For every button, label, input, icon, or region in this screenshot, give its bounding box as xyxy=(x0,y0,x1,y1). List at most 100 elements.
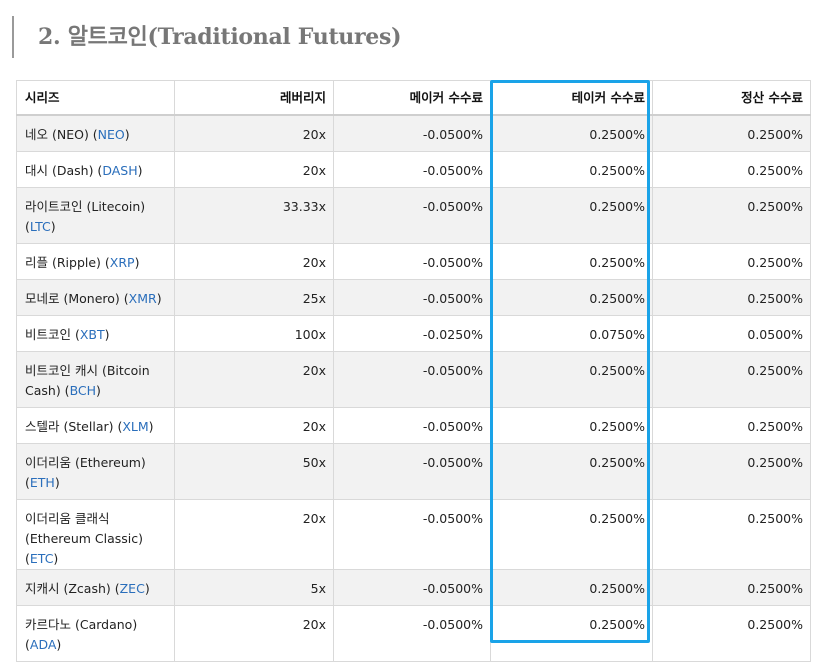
maker-fee-cell: -0.0500% xyxy=(333,150,491,188)
series-close-paren: ) xyxy=(137,162,143,178)
table-row: 비트코인 (XBT) 100x -0.0250% 0.0750% 0.0500% xyxy=(16,314,811,352)
series-code-link[interactable]: XBT xyxy=(79,326,105,342)
series-close-paren: ) xyxy=(96,382,101,398)
heading-container: 2. 알트코인(Traditional Futures) xyxy=(12,16,401,58)
series-code-link[interactable]: ZEC xyxy=(119,580,145,596)
maker-fee-cell: -0.0500% xyxy=(333,568,491,606)
series-name: 스텔라 (Stellar) ( xyxy=(25,418,123,434)
settlement-fee-cell: 0.2500% xyxy=(652,568,811,606)
series-code-link[interactable]: XLM xyxy=(122,418,149,434)
series-cell: 이더리움 클래식 (Ethereum Classic) (ETC) xyxy=(16,498,175,570)
series-close-paren: ) xyxy=(50,218,56,234)
table-header-row: 시리즈 레버리지 메이커 수수료 테이커 수수료 정산 수수료 xyxy=(16,80,811,116)
series-code-link[interactable]: XRP xyxy=(109,254,135,270)
settlement-fee-cell: 0.0500% xyxy=(652,314,811,352)
series-close-paren: ) xyxy=(156,290,162,306)
series-code-link[interactable]: DASH xyxy=(102,162,138,178)
leverage-cell: 20x xyxy=(174,150,334,188)
taker-fee-cell: 0.2500% xyxy=(490,278,653,316)
settlement-fee-cell: 0.2500% xyxy=(652,242,811,280)
maker-fee-cell: -0.0500% xyxy=(333,406,491,444)
leverage-cell: 100x xyxy=(174,314,334,352)
series-code-link[interactable]: ADA xyxy=(29,636,57,652)
leverage-cell: 20x xyxy=(174,350,334,408)
leverage-cell: 20x xyxy=(174,242,334,280)
table-row: 이더리움 (Ethereum) (ETH) 50x -0.0500% 0.2500% 0… xyxy=(16,442,811,500)
maker-fee-cell: -0.0500% xyxy=(333,186,491,244)
series-code-link[interactable]: NEO xyxy=(97,127,125,142)
leverage-cell: 20x xyxy=(174,114,334,152)
maker-fee-cell: -0.0500% xyxy=(333,604,491,662)
series-close-paren: ) xyxy=(54,474,60,490)
maker-fee-cell: -0.0500% xyxy=(333,114,491,152)
settlement-fee-cell: 0.2500% xyxy=(652,278,811,316)
series-code-link[interactable]: ETC xyxy=(29,550,54,566)
leverage-cell: 5x xyxy=(174,568,334,606)
series-cell: 모네로 (Monero) (XMR) xyxy=(16,278,175,316)
table-row: 대시 (Dash) (DASH) 20x -0.0500% 0.2500% 0.2500… xyxy=(16,150,811,188)
series-cell: 비트코인 캐시 (Bitcoin Cash) (BCH) xyxy=(16,350,175,408)
series-cell: 리플 (Ripple) (XRP) xyxy=(16,242,175,280)
series-name: 대시 (Dash) ( xyxy=(25,162,103,178)
page-heading: 2. 알트코인(Traditional Futures) xyxy=(38,24,402,50)
table-row: 비트코인 캐시 (Bitcoin Cash) (BCH) 20x -0.0500% 0… xyxy=(16,350,811,408)
maker-fee-cell: -0.0500% xyxy=(333,442,491,500)
taker-fee-cell: 0.2500% xyxy=(490,150,653,188)
settlement-fee-cell: 0.2500% xyxy=(652,498,811,570)
series-code-link[interactable]: XMR xyxy=(128,290,157,306)
settlement-fee-cell: 0.2500% xyxy=(652,186,811,244)
series-name: 라이트코인 (Litecoin) ( xyxy=(25,198,146,234)
taker-fee-cell: 0.2500% xyxy=(490,442,653,500)
leverage-cell: 20x xyxy=(174,406,334,444)
table-row: 카르다노 (Cardano) (ADA) 20x -0.0500% 0.2500% 0.… xyxy=(16,604,811,662)
settlement-fee-cell: 0.2500% xyxy=(652,406,811,444)
leverage-cell: 20x xyxy=(174,604,334,662)
table-row: 이더리움 클래식 (Ethereum Classic) (ETC) 20x -0.0… xyxy=(16,498,811,570)
series-code-link[interactable]: BCH xyxy=(69,382,97,398)
series-cell: 대시 (Dash) (DASH) xyxy=(16,150,175,188)
leverage-cell: 33.33x xyxy=(174,186,334,244)
header-leverage: 레버리지 xyxy=(174,80,334,116)
settlement-fee-cell: 0.2500% xyxy=(652,350,811,408)
taker-fee-cell: 0.2500% xyxy=(490,568,653,606)
series-name: 이더리움 (Ethereum) ( xyxy=(25,454,146,490)
taker-fee-cell: 0.2500% xyxy=(490,186,653,244)
header-series: 시리즈 xyxy=(16,80,175,116)
maker-fee-cell: -0.0500% xyxy=(333,350,491,408)
series-cell: 라이트코인 (Litecoin) (LTC) xyxy=(16,186,175,244)
taker-fee-cell: 0.2500% xyxy=(490,242,653,280)
series-cell: 이더리움 (Ethereum) (ETH) xyxy=(16,442,175,500)
table-row: 모네로 (Monero) (XMR) 25x -0.0500% 0.2500% 0.25… xyxy=(16,278,811,316)
taker-fee-cell: 0.2500% xyxy=(490,350,653,408)
taker-fee-cell: 0.0750% xyxy=(490,314,653,352)
settlement-fee-cell: 0.2500% xyxy=(652,442,811,500)
table-row: 네오 (NEO) (NEO) 20x -0.0500% 0.2500% 0.2500% xyxy=(16,114,811,152)
leverage-cell: 50x xyxy=(174,442,334,500)
series-close-paren: ) xyxy=(104,326,110,342)
settlement-fee-cell: 0.2500% xyxy=(652,150,811,188)
series-close-paren: ) xyxy=(124,127,130,142)
series-name: 이더리움 클래식 (Ethereum Classic) ( xyxy=(25,510,144,566)
series-code-link[interactable]: ETH xyxy=(29,474,55,490)
series-close-paren: ) xyxy=(56,636,62,652)
series-name: 비트코인 ( xyxy=(25,326,80,342)
series-name: 리플 (Ripple) ( xyxy=(25,254,110,270)
taker-fee-cell: 0.2500% xyxy=(490,498,653,570)
taker-fee-cell: 0.2500% xyxy=(490,406,653,444)
fee-table: 시리즈 레버리지 메이커 수수료 테이커 수수료 정산 수수료 네오 (NEO)… xyxy=(16,80,811,662)
leverage-cell: 20x xyxy=(174,498,334,570)
series-cell: 네오 (NEO) (NEO) xyxy=(16,114,175,152)
series-close-paren: ) xyxy=(53,550,59,566)
series-close-paren: ) xyxy=(144,580,150,596)
series-close-paren: ) xyxy=(134,254,140,270)
table-body: 네오 (NEO) (NEO) 20x -0.0500% 0.2500% 0.2500% 대… xyxy=(16,114,811,662)
leverage-cell: 25x xyxy=(174,278,334,316)
series-code-link[interactable]: LTC xyxy=(29,218,51,234)
settlement-fee-cell: 0.2500% xyxy=(652,114,811,152)
header-taker-fee: 테이커 수수료 xyxy=(490,80,653,116)
taker-fee-cell: 0.2500% xyxy=(490,604,653,662)
table-row: 지캐시 (Zcash) (ZEC) 5x -0.0500% 0.2500% 0.2500… xyxy=(16,568,811,606)
series-name: 지캐시 (Zcash) ( xyxy=(25,580,120,596)
header-settlement-fee: 정산 수수료 xyxy=(652,80,811,116)
series-cell: 스텔라 (Stellar) (XLM) xyxy=(16,406,175,444)
